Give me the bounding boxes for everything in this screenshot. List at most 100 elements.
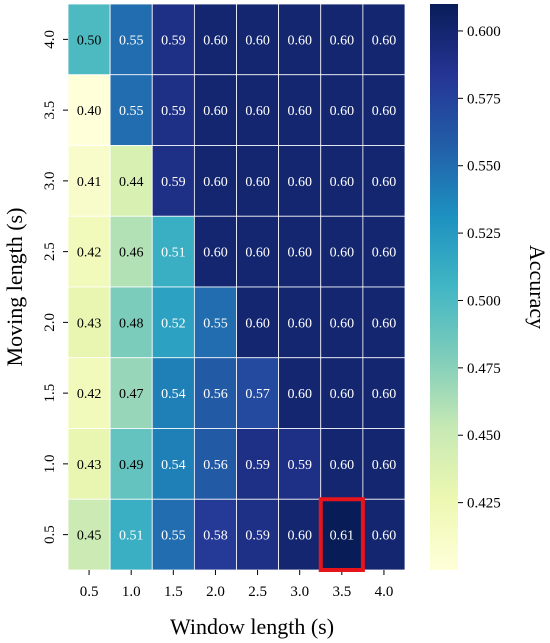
- cell-value-label: 0.40: [77, 104, 102, 119]
- heatmap-cell: [236, 286, 280, 359]
- cell-value-label: 0.59: [161, 175, 186, 190]
- heatmap-cell: [278, 145, 322, 217]
- cell-value-label: 0.60: [245, 246, 270, 261]
- y-axis-ticks: 4.0 3.5 3.0 2.5 2.0 1.5 1.0 0.5: [42, 30, 68, 544]
- heatmap-cell: [320, 286, 364, 359]
- x-tick-label: 1.5: [164, 584, 183, 600]
- heatmap-cell: [67, 215, 111, 288]
- colorbar-label: Accuracy: [525, 245, 550, 329]
- cell-value-label: 0.60: [330, 387, 355, 402]
- cell-value-label: 0.60: [372, 33, 397, 48]
- cell-value-label: 0.59: [287, 458, 312, 473]
- colorbar-ticks: 0.600 0.575 0.550 0.525 0.500 0.475 0.450 0.425: [458, 24, 501, 512]
- heatmap-cell: [109, 74, 153, 146]
- colorbar-tick-label: 0.600: [467, 24, 501, 40]
- heatmap-cell: [151, 428, 195, 500]
- colorbar-tick-label: 0.525: [467, 226, 501, 242]
- cell-value-label: 0.51: [161, 246, 186, 261]
- heatmap-cell: [67, 3, 111, 76]
- cell-value-label: 0.59: [161, 104, 186, 119]
- x-tick-label: 3.0: [290, 584, 309, 600]
- x-tick-label: 2.0: [206, 584, 225, 600]
- cell-value-label: 0.54: [161, 458, 186, 473]
- cell-value-label: 0.60: [372, 529, 397, 544]
- cell-value-label: 0.60: [330, 175, 355, 190]
- cell-value-label: 0.60: [203, 33, 228, 48]
- heatmap-cell: [362, 498, 406, 571]
- y-tick-label: 1.5: [42, 384, 58, 403]
- cell-value-label: 0.57: [245, 387, 270, 402]
- cell-value-label: 0.60: [372, 246, 397, 261]
- heatmap-cell: [151, 498, 195, 571]
- colorbar-tick-label: 0.425: [467, 496, 501, 512]
- cell-value-label: 0.60: [372, 104, 397, 119]
- heatmap-cell: [278, 3, 322, 76]
- y-tick-label: 2.5: [42, 242, 58, 261]
- cell-value-label: 0.60: [330, 316, 355, 331]
- heatmap-cell: [320, 145, 364, 217]
- cell-value-label: 0.43: [77, 316, 102, 331]
- heatmap-cell: [109, 3, 153, 76]
- cell-value-label: 0.55: [119, 33, 144, 48]
- cell-value-label: 0.60: [330, 33, 355, 48]
- heatmap-cell-labels: 0.50 0.55 0.59 0.60 0.60 0.60 0.60 0.60 0.40 0.55…: [77, 33, 396, 543]
- heatmap-cell: [236, 498, 280, 571]
- colorbar-tick-label: 0.500: [467, 293, 501, 309]
- heatmap-cell: [151, 215, 195, 288]
- cell-value-label: 0.60: [287, 175, 312, 190]
- x-tick-label: 0.5: [80, 584, 99, 600]
- cell-value-label: 0.44: [119, 175, 144, 190]
- y-tick-label: 3.5: [42, 101, 58, 120]
- cell-value-label: 0.60: [330, 104, 355, 119]
- cell-value-label: 0.60: [372, 175, 397, 190]
- heatmap-cell: [362, 428, 406, 500]
- cell-value-label: 0.60: [287, 246, 312, 261]
- cell-value-label: 0.41: [77, 175, 102, 190]
- cell-value-label: 0.60: [287, 387, 312, 402]
- cell-value-label: 0.60: [372, 316, 397, 331]
- cell-value-label: 0.59: [245, 458, 270, 473]
- heatmap-cell: [193, 74, 237, 146]
- x-tick-label: 4.0: [375, 584, 394, 600]
- cell-value-label: 0.47: [119, 387, 144, 402]
- x-axis-ticks: 0.5 1.0 1.5 2.0 2.5 3.0 3.5 4.0: [80, 570, 394, 600]
- cell-value-label: 0.46: [119, 246, 144, 261]
- heatmap-cell: [320, 215, 364, 288]
- cell-value-label: 0.60: [245, 316, 270, 331]
- cell-value-label: 0.60: [245, 104, 270, 119]
- cell-value-label: 0.60: [287, 33, 312, 48]
- highlight-box: [318, 497, 365, 572]
- cell-value-label: 0.60: [203, 104, 228, 119]
- heatmap-cell: [193, 145, 237, 217]
- colorbar: [430, 4, 458, 570]
- cell-value-label: 0.56: [203, 458, 228, 473]
- cell-value-label: 0.56: [203, 387, 228, 402]
- heatmap-cell: [109, 145, 153, 217]
- cell-value-label: 0.60: [372, 458, 397, 473]
- heatmap-cell: [193, 3, 237, 76]
- cell-value-label: 0.58: [203, 529, 228, 544]
- cell-value-label: 0.60: [287, 529, 312, 544]
- cell-value-label: 0.50: [77, 33, 102, 48]
- heatmap-cell: [278, 428, 322, 500]
- heatmap-cell: [236, 215, 280, 288]
- cell-value-label: 0.55: [203, 316, 228, 331]
- heatmap-cell: [362, 3, 406, 76]
- cell-value-label: 0.59: [161, 33, 186, 48]
- cell-value-label: 0.60: [330, 458, 355, 473]
- cell-value-label: 0.60: [287, 104, 312, 119]
- cell-value-label: 0.43: [77, 458, 102, 473]
- heatmap-cell: [193, 286, 237, 359]
- cell-value-label: 0.60: [245, 33, 270, 48]
- colorbar-tick-label: 0.475: [467, 361, 501, 377]
- cell-value-label: 0.48: [119, 316, 144, 331]
- x-tick-label: 2.5: [248, 584, 267, 600]
- heatmap-cell: [236, 357, 280, 429]
- y-tick-label: 0.5: [42, 525, 58, 544]
- heatmap-cell: [236, 428, 280, 500]
- x-tick-label: 3.5: [332, 584, 351, 600]
- cell-value-label: 0.55: [119, 104, 144, 119]
- heatmap-cell: [151, 357, 195, 429]
- cell-value-label: 0.51: [119, 529, 144, 544]
